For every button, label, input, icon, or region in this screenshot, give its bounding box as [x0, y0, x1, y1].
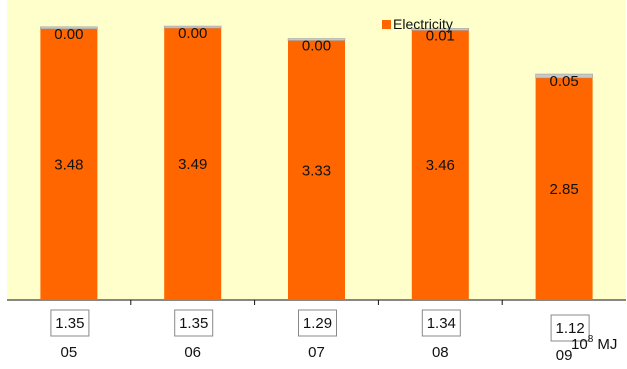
legend: Electricity	[382, 16, 453, 32]
unit-base: 10	[571, 336, 588, 353]
unit-exponent: 8	[587, 334, 594, 345]
x-tick-label: 06	[184, 344, 201, 361]
bar-cap	[163, 25, 222, 29]
box-label: 1.34	[427, 315, 456, 332]
box-label-frame	[50, 309, 90, 337]
legend-label-electricity: Electricity	[393, 16, 453, 32]
bar-electricity	[411, 30, 469, 300]
x-tick-label: 09	[556, 347, 573, 364]
box-labels: 1.35 1.35 1.29 1.34 1.12	[50, 309, 590, 342]
box-label-frame	[298, 309, 337, 337]
box-label-frame	[550, 314, 590, 342]
x-tick-label: 07	[308, 344, 325, 361]
bar-electricity	[164, 28, 222, 301]
bar-value-label: 3.49	[178, 156, 207, 173]
box-label: 1.12	[555, 320, 584, 337]
bar-cap	[287, 38, 346, 41]
bar-top-label: 0.01	[426, 27, 455, 44]
bar-cap	[535, 73, 593, 79]
bar-top-label: 0.00	[178, 25, 207, 42]
bar-value-label: 3.33	[302, 162, 331, 179]
bar-top-label: 0.00	[302, 38, 331, 55]
x-tick-label: 05	[61, 344, 78, 361]
bar-top-label: 0.05	[549, 73, 578, 90]
unit-label: 108 MJ	[571, 334, 618, 353]
box-label: 1.35	[179, 315, 208, 332]
bar-electricity	[288, 40, 345, 301]
box-label: 1.29	[303, 315, 332, 332]
bar-electricity	[535, 77, 593, 300]
x-tick-labels: 05 06 07 08 09	[61, 344, 573, 364]
box-label-frame	[421, 309, 461, 337]
bar-electricity	[40, 28, 98, 300]
legend-swatch-electricity	[382, 20, 391, 29]
box-label-frame	[174, 309, 214, 337]
bar-top-label: 0.00	[54, 26, 83, 43]
x-axis-ticks	[130, 300, 503, 305]
box-label: 1.35	[55, 315, 84, 332]
bar-cap	[411, 28, 470, 31]
bar-value-label: 3.48	[54, 156, 83, 173]
bar-value-label: 3.46	[426, 157, 455, 174]
bar-cap	[40, 26, 98, 30]
bar-value-label: 2.85	[549, 181, 578, 198]
x-tick-label: 08	[432, 344, 449, 361]
unit-suffix: MJ	[597, 336, 618, 353]
bars	[40, 25, 593, 301]
data-labels: 3.48 0.00 3.49 0.00 3.33 0.00 3.46 0.01 2.85 0.05	[54, 25, 578, 198]
